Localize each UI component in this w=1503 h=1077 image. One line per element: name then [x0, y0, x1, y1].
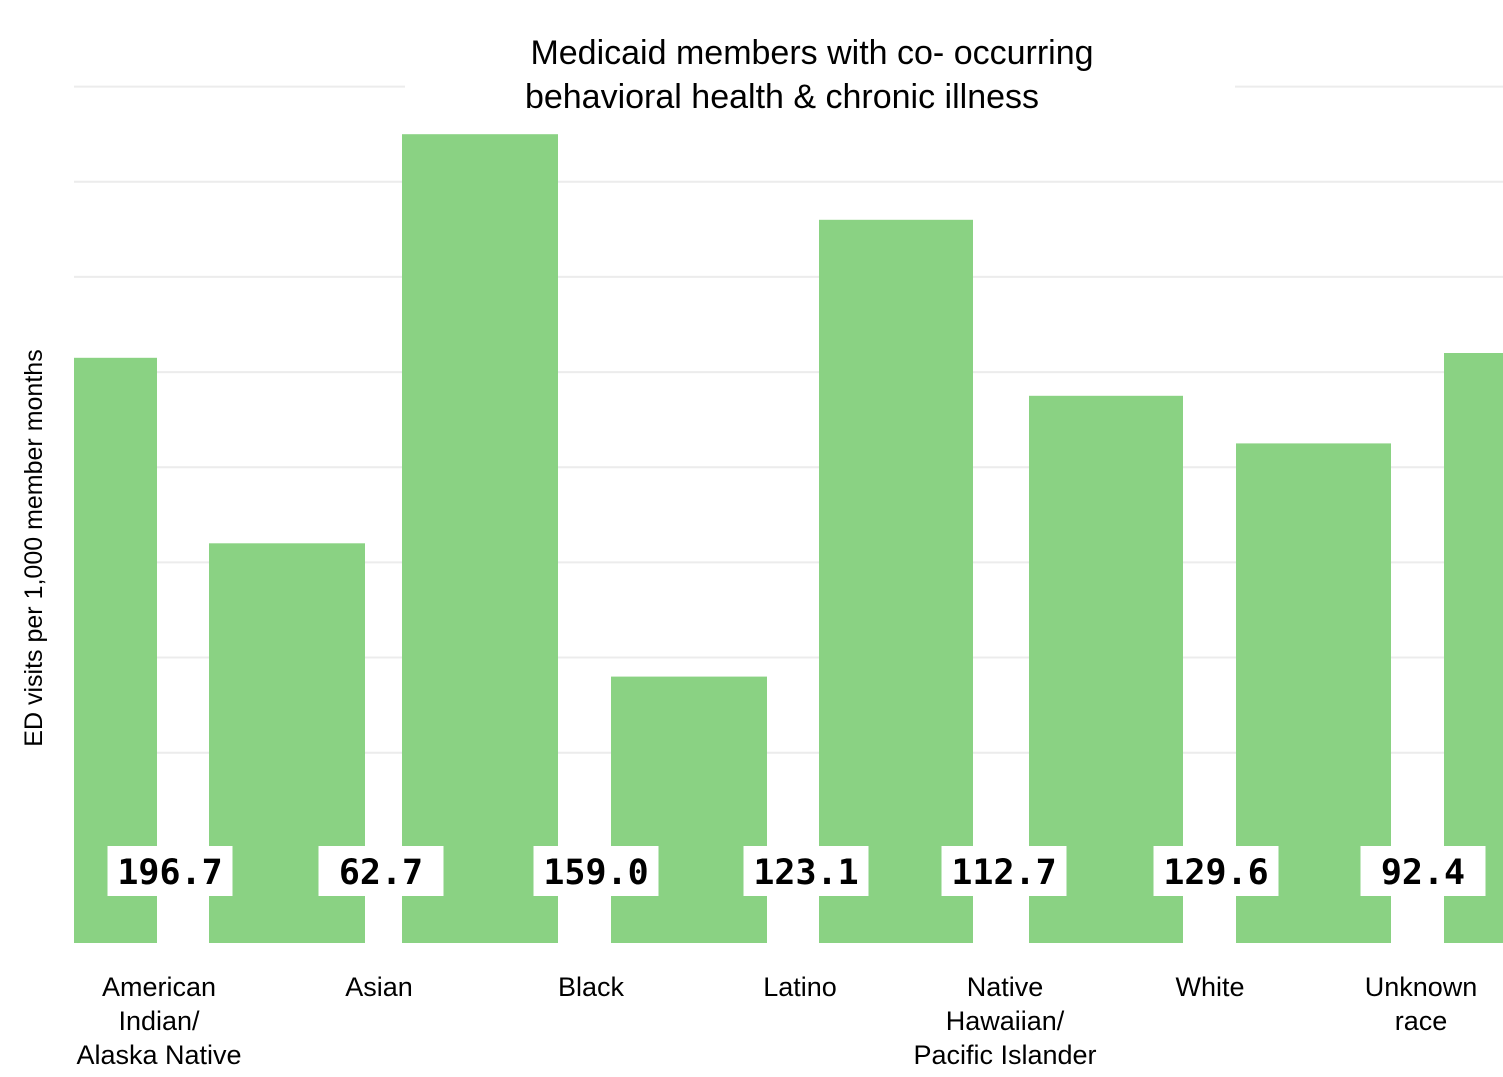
bar	[819, 219, 973, 944]
category-label: Native	[967, 972, 1044, 1002]
category-label: Hawaiian/	[946, 1006, 1065, 1036]
bar	[1444, 353, 1503, 943]
category-label: Unknown	[1365, 972, 1478, 1002]
value-label-box	[1153, 846, 1279, 896]
value-label: 62.7	[339, 853, 423, 893]
y-axis-label: ED visits per 1,000 member months	[20, 349, 48, 746]
value-label: 196.7	[117, 853, 222, 893]
chart-title-line-2: behavioral health & chronic illness	[525, 78, 1039, 116]
category-label: Pacific Islander	[913, 1040, 1096, 1070]
category-label: American	[102, 972, 216, 1002]
bars	[74, 134, 1503, 944]
chart-title-line-1: Medicaid members with co- occurring	[530, 34, 1093, 72]
category-label: Alaska Native	[76, 1040, 241, 1070]
value-label-box	[941, 846, 1067, 896]
value-label: 123.1	[753, 853, 858, 893]
value-labels: 196.7 62.7 159.0 123.1 112.7 129.6 92.4	[107, 846, 1486, 896]
category-label: Black	[558, 972, 625, 1002]
bar	[611, 676, 767, 943]
value-label-box	[107, 846, 233, 896]
value-label: 159.0	[543, 853, 648, 893]
category-label: White	[1175, 972, 1244, 1002]
category-label: Indian/	[118, 1006, 200, 1036]
category-labels: American Indian/Alaska Native Asian Black La…	[76, 972, 1477, 1070]
value-label: 92.4	[1381, 853, 1465, 893]
value-label-box	[318, 846, 444, 896]
value-label-box	[1360, 846, 1486, 896]
category-label: race	[1395, 1006, 1448, 1036]
bar	[402, 134, 558, 943]
category-label: Asian	[345, 972, 413, 1002]
value-label: 129.6	[1163, 853, 1268, 893]
value-label-box	[533, 846, 659, 896]
category-label: Latino	[763, 972, 837, 1002]
bar	[74, 357, 157, 943]
value-label-box	[743, 846, 869, 896]
title-background	[405, 20, 1235, 132]
value-label: 112.7	[951, 853, 1056, 893]
